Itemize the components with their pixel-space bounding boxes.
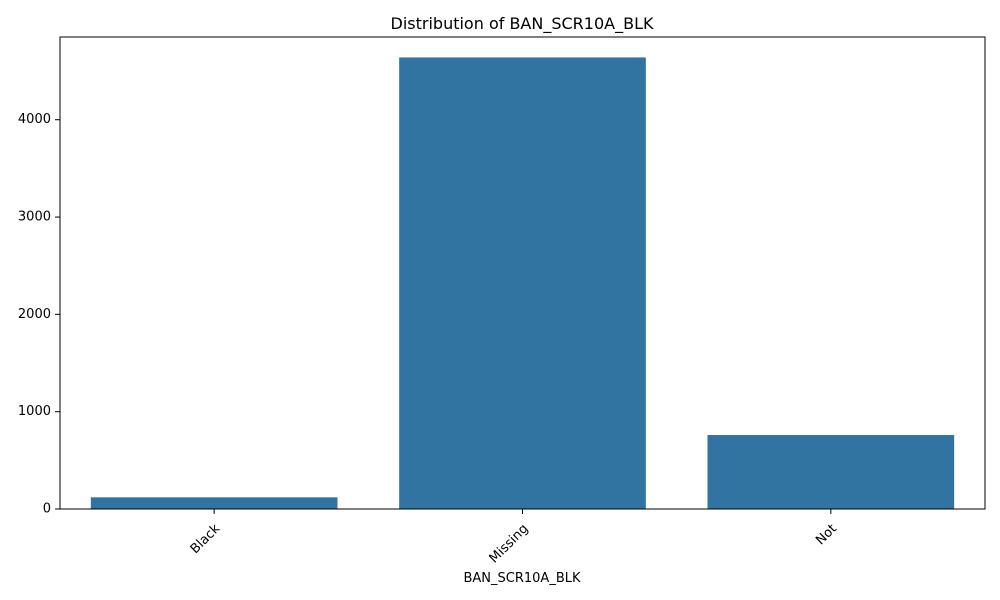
bars-layer	[90, 57, 955, 510]
y-tick-label: 3000	[18, 210, 51, 225]
bar-not	[707, 435, 955, 509]
y-tick-label: 0	[43, 502, 51, 517]
y-tick-label: 1000	[18, 404, 51, 419]
y-tick-label: 2000	[18, 307, 51, 322]
y-tick-label: 4000	[18, 112, 51, 127]
plot-frame	[59, 36, 986, 510]
x-axis: Black Missing Not	[188, 509, 840, 566]
x-axis-label: BAN_SCR10A_BLK	[463, 571, 580, 586]
x-tick-label: Not	[813, 521, 840, 548]
chart-title: Distribution of BAN_SCR10A_BLK	[391, 14, 654, 34]
y-axis: 0 1000 2000 3000 4000	[18, 112, 60, 517]
x-tick-label: Missing	[487, 521, 532, 566]
bar-black	[90, 497, 338, 509]
bar-missing	[399, 57, 646, 510]
x-tick-label: Black	[188, 521, 224, 557]
